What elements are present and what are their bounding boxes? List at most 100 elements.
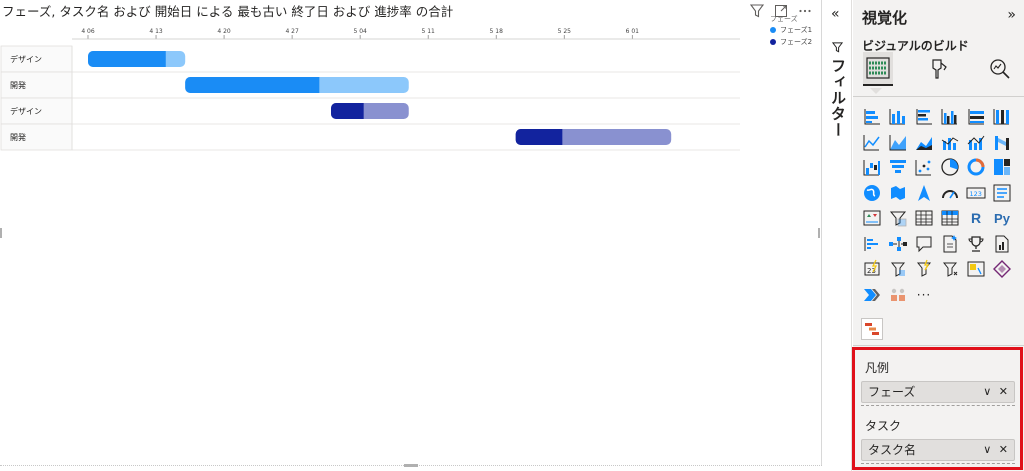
visual-header [749,3,813,19]
donut-chart-icon[interactable] [964,155,988,179]
tab-format-visual[interactable] [924,52,954,86]
resize-handle-bottom[interactable] [404,464,418,467]
field-wells: 凡例 フェーズ ∨ ✕ タスク タスク名 ∨ ✕ [852,347,1023,470]
chart-title: フェーズ, タスク名 および 開始日 による 最も古い 終了日 および 進捗率 … [2,4,454,19]
legend-well-controls[interactable]: ∨ ✕ [983,385,1010,398]
gantt-visual[interactable]: フェーズ, タスク名 および 開始日 による 最も古い 終了日 および 進捗率 … [0,0,822,467]
line-chart-icon[interactable] [860,130,884,154]
clustered-bar-chart-icon[interactable] [912,104,936,128]
tab-pointer [870,88,882,94]
task-label: 開発 [10,81,26,90]
power-automate-flow-icon[interactable] [860,283,884,307]
map-globe-icon[interactable] [860,181,884,205]
key-influencers-icon[interactable] [860,232,884,256]
task-label-cell [0,123,73,151]
r-label: R [970,210,982,226]
legend-well-label: 凡例 [865,361,890,375]
filter-pane-label[interactable]: フィルター [829,58,847,138]
chart-legend: フェーズ フェーズ1 フェーズ2 [770,14,812,48]
area-chart-icon[interactable] [886,130,910,154]
paginated-report-icon[interactable] [990,232,1014,256]
legend-dot-phase2 [770,39,776,45]
task-label: デザイン [10,106,42,116]
visual-type-gallery: 123 R Py 23 ··· [860,104,1020,308]
legend-well-field[interactable]: フェーズ ∨ ✕ [861,381,1015,403]
smart-narrative-icon[interactable] [938,232,962,256]
power-apps-icon[interactable]: 23 [860,257,884,281]
treemap-icon[interactable] [990,155,1014,179]
resize-handle-right[interactable] [818,228,820,238]
task-well-controls[interactable]: ∨ ✕ [983,443,1010,456]
filled-map-icon[interactable] [886,181,910,205]
legend-item-phase1[interactable]: フェーズ1 [770,24,812,36]
legend-dot-phase1 [770,27,776,33]
qna-icon[interactable] [912,232,936,256]
gauge-chart-icon[interactable] [938,181,962,205]
drop-zone-line-2 [861,463,1015,464]
stacked-bar-chart-icon[interactable] [860,104,884,128]
more-options-icon[interactable] [797,3,813,19]
stacked-area-chart-icon[interactable] [912,130,936,154]
goals-icon[interactable] [964,232,988,256]
task-bar-progress[interactable] [88,51,166,67]
task-bar-progress[interactable] [185,77,320,93]
legend-item-phase2[interactable]: フェーズ2 [770,36,812,48]
python-visual-icon[interactable]: Py [990,206,1014,230]
x-tick-label: 4 27 [285,28,299,35]
line-clustered-column-icon[interactable] [938,130,962,154]
multi-row-card-icon[interactable] [990,181,1014,205]
slicer-icon[interactable] [886,206,910,230]
collapse-filter-icon[interactable]: « [831,6,840,22]
scatter-chart-icon[interactable] [912,155,936,179]
power-apps-diamond-icon[interactable] [990,257,1014,281]
resize-handle-left[interactable] [0,228,2,238]
py-label: Py [994,210,1010,226]
filter-pane-collapsed[interactable]: « フィルター [822,0,852,471]
power-automate-icon[interactable] [886,257,910,281]
x-tick-label: 4 13 [149,28,163,35]
custom-visual-b-icon[interactable] [938,257,962,281]
task-well-field[interactable]: タスク名 ∨ ✕ [861,439,1015,461]
pie-chart-icon[interactable] [938,155,962,179]
tab-build-visual[interactable] [863,52,893,86]
card-number-label: 123 [970,190,982,198]
more-visuals-icon[interactable]: ··· [912,283,936,307]
gantt-custom-visual-icon[interactable] [861,318,883,340]
task-label: 開発 [10,133,26,142]
task-well-label: タスク [865,419,902,433]
stacked-column-chart-icon[interactable] [886,104,910,128]
build-visual-label: ビジュアルのビルド [862,39,969,53]
viz-pane-title: 視覚化 [862,9,908,27]
legend-label-phase2: フェーズ2 [780,38,813,46]
x-tick-label: 6 01 [626,28,640,35]
waterfall-chart-icon[interactable] [860,155,884,179]
matrix-icon[interactable] [938,206,962,230]
card-icon[interactable]: 123 [964,181,988,205]
ribbon-chart-icon[interactable] [990,130,1014,154]
azure-map-icon[interactable] [912,181,936,205]
custom-visual-a-icon[interactable] [912,257,936,281]
table-icon[interactable] [912,206,936,230]
100-column-chart-icon[interactable] [990,104,1014,128]
x-tick-label: 5 18 [490,28,504,35]
legend-title: フェーズ [770,15,798,23]
build-visual-icon [866,57,890,79]
task-bar-progress[interactable] [515,129,563,145]
clustered-column-chart-icon[interactable] [938,104,962,128]
expand-pane-icon[interactable]: » [1007,7,1016,23]
funnel-chart-icon[interactable] [886,155,910,179]
100-bar-chart-icon[interactable] [964,104,988,128]
svg-text:23: 23 [867,267,876,275]
focus-mode-icon[interactable] [773,3,789,19]
task-bar-progress[interactable] [331,103,364,119]
kpi-icon[interactable] [860,206,884,230]
line-stacked-column-icon[interactable] [964,130,988,154]
report-canvas[interactable]: フェーズ, タスク名 および 開始日 による 最も古い 終了日 および 進捗率 … [0,0,822,471]
filter-icon[interactable] [749,3,765,19]
custom-visual-c-icon[interactable] [964,257,988,281]
tab-analytics[interactable] [985,52,1015,86]
people-visual-icon[interactable] [886,283,910,307]
r-script-visual-icon[interactable]: R [964,206,988,230]
decomposition-tree-icon[interactable] [886,232,910,256]
task-label-cell [0,97,73,125]
